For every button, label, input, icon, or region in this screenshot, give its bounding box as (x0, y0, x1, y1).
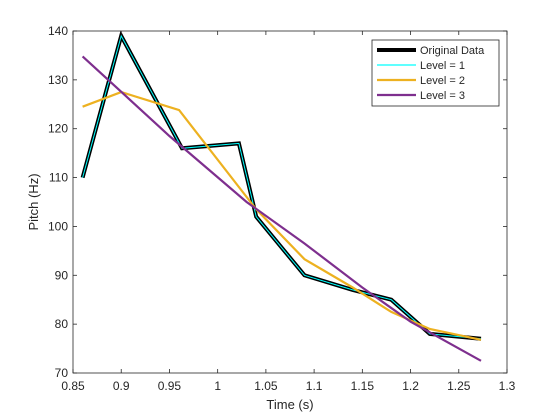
y-tick-label: 80 (55, 317, 69, 331)
y-tick-label: 130 (48, 73, 68, 87)
x-tick-label: 1.3 (499, 379, 516, 393)
legend-label-level-1: Level = 1 (420, 60, 465, 72)
y-axis-label: Pitch (Hz) (26, 173, 41, 230)
x-axis-ticks: 0.85 0.9 0.95 1 1.05 1.1 1.15 1.2 1.25 1.3 (61, 31, 516, 393)
legend: Original Data Level = 1 Level = 2 Level = 3 (371, 39, 500, 107)
legend-label-original-data: Original Data (420, 45, 485, 57)
y-axis-ticks: 70 80 90 100 110 120 130 140 (48, 24, 507, 380)
x-tick-label: 0.85 (61, 379, 85, 393)
series-line-level-1 (82, 34, 482, 340)
legend-label-level-2: Level = 2 (420, 75, 465, 87)
y-tick-label: 120 (48, 122, 68, 136)
y-tick-label: 140 (48, 24, 68, 38)
legend-label-level-3: Level = 3 (420, 90, 465, 102)
y-tick-label: 110 (49, 171, 68, 185)
axes-box (72, 30, 508, 374)
x-tick-label: 0.9 (113, 379, 130, 393)
x-tick-label: 1 (214, 379, 221, 393)
x-tick-label: 1.15 (351, 379, 375, 393)
x-tick-label: 1.2 (402, 379, 419, 393)
series-line-level-3 (81, 55, 482, 362)
y-tick-label: 70 (55, 366, 69, 380)
x-tick-label: 0.95 (158, 379, 182, 393)
x-tick-label: 1.1 (306, 379, 323, 393)
y-tick-label: 100 (48, 219, 68, 233)
x-axis-label: Time (s) (266, 397, 313, 412)
series-line-level-2 (82, 90, 482, 341)
y-tick-label: 90 (55, 268, 69, 282)
x-tick-label: 1.05 (254, 379, 278, 393)
series-layer (80, 30, 482, 362)
x-tick-label: 1.25 (447, 379, 471, 393)
